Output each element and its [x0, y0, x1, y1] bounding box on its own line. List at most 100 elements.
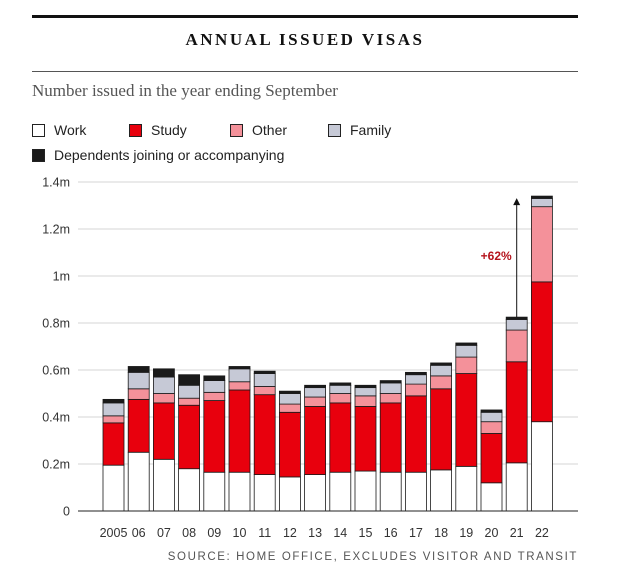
y-tick-label: 1m	[53, 270, 70, 284]
x-tick-label: 10	[233, 526, 247, 540]
bar-segment	[531, 206, 553, 283]
y-tick-label: 1.2m	[42, 223, 70, 237]
y-tick-label: 0	[63, 505, 70, 519]
bar-segment	[228, 368, 251, 383]
bar-segment	[152, 458, 175, 512]
legend-label-study: Study	[151, 122, 187, 138]
bar-segment	[329, 402, 352, 473]
legend-item-family: Family	[328, 122, 391, 138]
legend-swatch-work	[32, 123, 45, 137]
x-tick-label: 13	[308, 526, 322, 540]
y-tick-label: 0.6m	[42, 364, 70, 378]
legend-swatch-study	[129, 123, 142, 137]
bar-segment	[480, 433, 503, 484]
legend-swatch-family	[328, 123, 341, 137]
bar-segment	[480, 482, 503, 512]
legend-label-dependents: Dependents joining or accompanying	[54, 147, 285, 163]
bar-segment	[531, 281, 553, 423]
bar-segment	[430, 388, 453, 471]
x-tick-label: 09	[207, 526, 221, 540]
bar-segment	[455, 465, 478, 512]
x-tick-label: 18	[434, 526, 448, 540]
legend-item-dependents: Dependents joining or accompanying	[32, 147, 284, 163]
bar-segment	[354, 406, 377, 472]
x-tick-label: 2005	[100, 526, 128, 540]
annotation-arrow-head	[513, 198, 521, 206]
bar-segment	[278, 403, 301, 413]
x-tick-label: 12	[283, 526, 297, 540]
bar-segment	[455, 344, 478, 358]
bar-segment	[455, 356, 478, 374]
x-tick-label: 17	[409, 526, 423, 540]
bar-segment	[102, 402, 125, 417]
bar-segment	[430, 362, 453, 366]
x-tick-label: 19	[459, 526, 473, 540]
x-tick-label: 06	[132, 526, 146, 540]
bar-segment	[127, 366, 150, 373]
bar-segment	[455, 373, 478, 467]
bar-segment	[127, 451, 150, 512]
x-tick-label: 20	[485, 526, 499, 540]
bar-segment	[253, 373, 276, 387]
bar-segment	[228, 366, 251, 370]
x-tick-label: 07	[157, 526, 171, 540]
bar-segment	[178, 397, 201, 406]
x-tick-label: 15	[359, 526, 373, 540]
bar-segment	[430, 469, 453, 512]
x-tick-label: 14	[333, 526, 347, 540]
bar-segment	[228, 471, 251, 512]
x-tick-label: 22	[535, 526, 549, 540]
bar-segment	[203, 391, 226, 401]
x-tick-label: 08	[182, 526, 196, 540]
legend-item-other: Other	[230, 122, 287, 138]
bar-segment	[253, 386, 276, 396]
bar-segment	[278, 393, 301, 405]
legend-swatch-other	[230, 123, 243, 137]
bar-segment	[102, 398, 125, 404]
bar-segment	[379, 402, 402, 473]
legend-item-work: Work	[32, 122, 86, 138]
bar-segment	[480, 421, 503, 434]
title-rule	[32, 71, 578, 72]
x-tick-label: 11	[258, 526, 271, 540]
bar-segment	[203, 375, 226, 381]
bar-segment	[404, 395, 427, 473]
legend-label-other: Other	[252, 122, 288, 138]
bar-segment	[127, 398, 150, 453]
legend-label-family: Family	[350, 122, 392, 138]
y-tick-label: 0.8m	[42, 317, 70, 331]
bar-segment	[354, 384, 377, 389]
bar-segment	[455, 342, 478, 346]
bar-segment	[228, 381, 251, 391]
bar-segment	[430, 364, 453, 377]
bar-segment	[228, 389, 251, 473]
bar-segment	[505, 329, 528, 363]
bar-segment	[203, 380, 226, 393]
bar-segment	[505, 361, 528, 464]
bar-segment	[354, 470, 377, 512]
bar-segment	[531, 195, 553, 199]
legend-swatch-dependents	[32, 148, 45, 162]
bar-segment	[379, 471, 402, 512]
bar-segment	[404, 383, 427, 397]
annotation-label: +62%	[481, 249, 512, 263]
bar-segment	[505, 319, 528, 331]
bar-segment	[127, 388, 150, 400]
x-tick-label: 21	[510, 526, 524, 540]
bar-segment	[253, 370, 276, 374]
bar-segment	[278, 476, 301, 512]
top-rule	[32, 15, 578, 18]
legend-label-work: Work	[54, 122, 87, 138]
bar-segment	[278, 390, 301, 394]
bar-segment	[178, 384, 201, 399]
bar-segment	[152, 376, 175, 394]
bar-segment	[253, 394, 276, 475]
bar-segment	[480, 409, 503, 413]
y-tick-label: 1.4m	[42, 176, 70, 190]
bar-segment	[404, 374, 427, 385]
bar-segment	[102, 415, 125, 424]
bar-segment	[379, 393, 402, 404]
bar-segment	[505, 462, 528, 512]
bar-segment	[480, 411, 503, 423]
bar-segment	[379, 382, 402, 394]
